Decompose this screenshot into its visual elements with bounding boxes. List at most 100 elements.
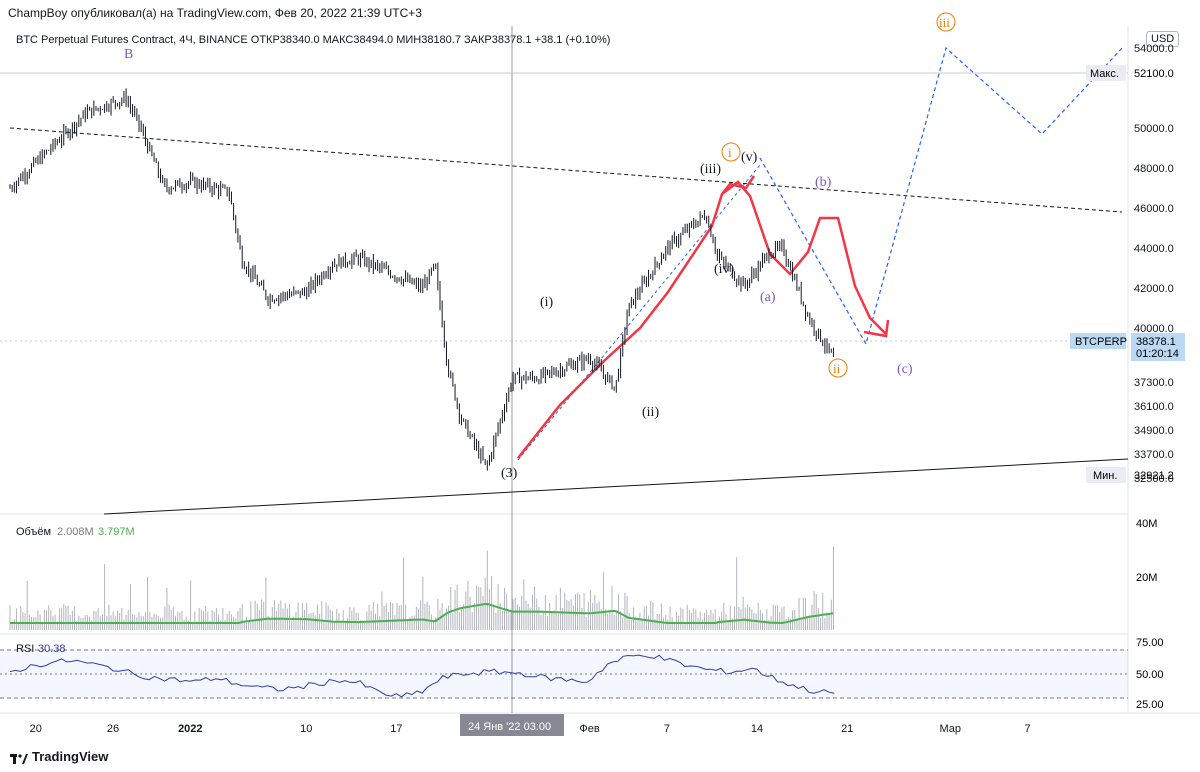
volume-bar: [723, 602, 725, 630]
symbol-name[interactable]: BTC Perpetual Futures Contract, 4Ч, BINA…: [16, 34, 248, 46]
volume-bar: [215, 608, 217, 630]
volume-bar: [710, 609, 712, 630]
volume-bar: [153, 613, 155, 630]
volume-bar: [359, 620, 361, 630]
symbol-legend: BTC Perpetual Futures Contract, 4Ч, BINA…: [16, 34, 610, 46]
volume-bar: [669, 606, 671, 630]
volume-bar: [198, 607, 200, 630]
volume-bar: [93, 610, 95, 630]
high-value: 38494.0: [353, 34, 394, 46]
time-tick: 26: [107, 723, 119, 735]
volume-bar: [402, 557, 404, 630]
volume-bar: [297, 602, 299, 630]
volume-bar: [383, 605, 385, 630]
volume-bar: [422, 576, 424, 630]
volume-bar: [564, 592, 566, 630]
volume-bar: [581, 607, 583, 630]
volume-bar: [596, 603, 598, 630]
min-label: Мин.: [1093, 470, 1117, 482]
time-tick: 10: [300, 723, 312, 735]
volume-bar: [759, 609, 761, 630]
volume-bar: [61, 607, 63, 630]
volume-bar: [815, 593, 817, 630]
volume-bar: [686, 604, 688, 630]
volume-bar: [605, 609, 607, 630]
volume-bar: [74, 606, 75, 630]
low-label: МИН: [396, 34, 422, 46]
symbol-label: BTCPERP: [1075, 336, 1127, 348]
volume-bar: [392, 603, 394, 630]
volume-bar: [170, 609, 172, 630]
volume-bar: [643, 606, 645, 630]
symbol-label-box: [1070, 333, 1126, 349]
volume-bar: [205, 605, 207, 630]
volume-bar: [289, 603, 290, 630]
volume-bar: [766, 609, 768, 630]
volume-bar: [95, 611, 97, 630]
wave-label-ii-orange: ii: [833, 361, 841, 376]
volume-bar: [349, 606, 351, 630]
price-tick: 48000.0: [1134, 163, 1174, 175]
volume-bar: [149, 611, 151, 630]
volume-bar: [336, 608, 338, 630]
support-trendline: [103, 458, 1129, 515]
volume-bar: [11, 622, 13, 630]
volume-bar: [501, 610, 503, 630]
volume-bar: [97, 608, 99, 630]
volume-bar: [527, 603, 529, 630]
volume-bar: [499, 603, 501, 630]
volume-bar: [323, 619, 325, 630]
volume-bar: [351, 610, 353, 630]
wave-label-3: (3): [501, 466, 518, 481]
volume-bar: [254, 600, 256, 630]
volume-bar: [607, 613, 609, 630]
volume-bar: [486, 550, 488, 630]
rsi-tick-25: 25.00: [1136, 699, 1164, 711]
volume-bar: [426, 601, 428, 630]
currency-button[interactable]: USD: [1146, 31, 1180, 47]
volume-bar: [635, 616, 637, 630]
volume-bar: [203, 611, 204, 630]
volume-bar: [48, 605, 50, 630]
red-wave-path: [517, 180, 887, 459]
volume-bar: [411, 616, 413, 630]
brand-logo[interactable]: TradingView: [10, 749, 108, 764]
volume-bar: [654, 619, 656, 630]
volume-bar: [71, 610, 73, 630]
price-tick: 34900.0: [1134, 425, 1174, 437]
volume-bar: [660, 603, 662, 630]
volume-bar: [194, 611, 196, 630]
volume-bar: [663, 617, 665, 630]
volume-value-2: 3.797M: [98, 526, 135, 538]
open-label: ОТКР: [250, 34, 280, 46]
max-label: Макс.: [1090, 68, 1119, 80]
volume-bar: [450, 586, 452, 630]
volume-bar: [368, 604, 370, 630]
volume-bar: [18, 621, 20, 630]
price-tick: 42000.0: [1134, 283, 1174, 295]
volume-bar: [789, 618, 791, 630]
volume-bar: [809, 615, 811, 630]
volume-bar: [476, 585, 478, 630]
rsi-line: [9, 654, 835, 698]
volume-bar: [473, 602, 475, 630]
volume-bar: [344, 621, 346, 630]
volume-bar: [652, 602, 654, 630]
volume-bar: [224, 619, 226, 630]
volume-bar: [488, 588, 490, 630]
volume-bar: [516, 604, 518, 630]
volume-bar: [250, 601, 252, 630]
wave-label-iv-black: (iv): [714, 262, 735, 277]
volume-bar: [121, 607, 123, 630]
wave-circle-iii: [936, 12, 956, 32]
volume-bar: [458, 612, 460, 630]
volume-bar: [456, 584, 458, 630]
volume-bar: [491, 576, 493, 630]
volume-bar: [691, 612, 693, 630]
volume-bar: [667, 619, 669, 630]
wave-circle-i: [721, 142, 741, 162]
volume-bar: [314, 615, 316, 630]
volume-bar: [701, 619, 703, 630]
volume-bar: [538, 606, 540, 630]
